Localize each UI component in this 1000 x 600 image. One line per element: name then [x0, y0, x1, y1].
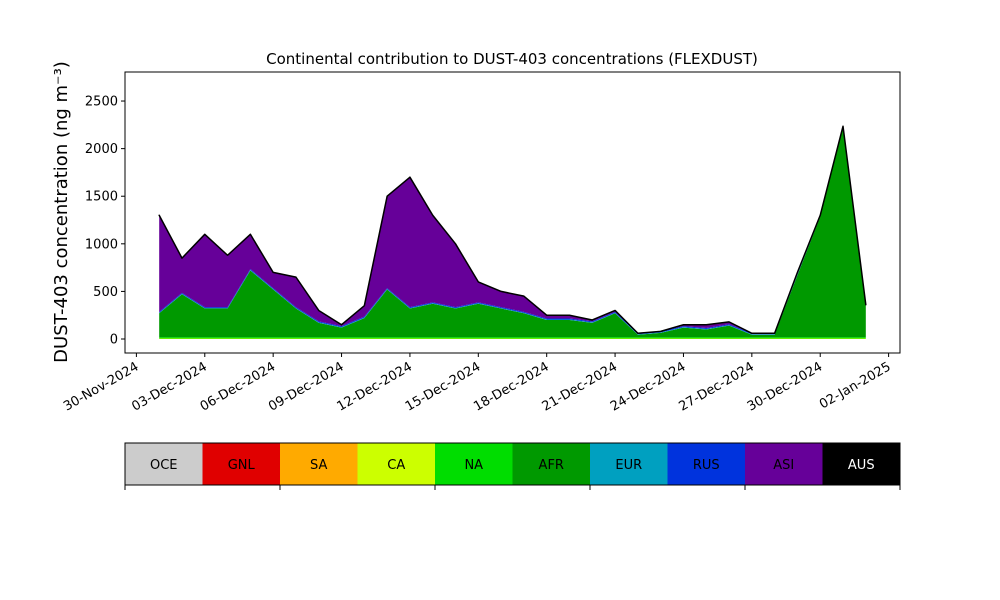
x-tick-label: 18-Dec-2024: [471, 359, 551, 414]
x-tick-label: 27-Dec-2024: [676, 359, 756, 414]
x-tick-label: 06-Dec-2024: [198, 359, 278, 414]
legend-label: NA: [464, 458, 483, 473]
y-tick-label: 0: [110, 333, 118, 348]
legend-label: ASI: [773, 458, 794, 473]
legend-label: EUR: [615, 458, 642, 473]
legend-label: RUS: [693, 458, 720, 473]
legend-label: AUS: [848, 458, 875, 473]
x-tick-label: 24-Dec-2024: [608, 359, 688, 414]
legend-label: GNL: [228, 458, 256, 473]
y-tick-label: 2000: [85, 142, 118, 157]
legend-swatch: [125, 443, 203, 485]
x-tick-label: 15-Dec-2024: [403, 359, 483, 414]
x-tick-label: 02-Jan-2025: [817, 359, 894, 412]
chart-title: Continental contribution to DUST-403 con…: [266, 50, 758, 68]
x-tick-label: 12-Dec-2024: [335, 359, 415, 414]
x-tick-label: 09-Dec-2024: [266, 359, 346, 414]
legend-label: CA: [387, 458, 405, 473]
legend-label: OCE: [150, 458, 178, 473]
x-tick-label: 30-Nov-2024: [61, 359, 141, 414]
legend-swatch: [512, 443, 590, 485]
y-axis-label: DUST-403 concentration (ng m⁻³): [51, 61, 72, 363]
y-tick-label: 2500: [85, 95, 118, 110]
y-tick-label: 1500: [85, 190, 118, 205]
area: [159, 127, 866, 338]
legend-swatch: [280, 443, 358, 485]
legend-swatch: [357, 443, 435, 485]
legend-label: SA: [310, 458, 327, 473]
legend-frame: [124, 442, 901, 486]
legend-swatch: [202, 443, 280, 485]
x-tick-label: 21-Dec-2024: [540, 359, 620, 414]
y-tick-label: 1000: [85, 237, 118, 252]
legend-swatch: [590, 443, 668, 485]
area: [158, 125, 867, 335]
plot-frame: [124, 71, 901, 354]
area: [159, 337, 866, 339]
legend-swatch: [435, 443, 513, 485]
legend-swatch: [667, 443, 745, 485]
x-tick-label: 03-Dec-2024: [129, 359, 209, 414]
x-tick-label: 30-Dec-2024: [745, 359, 825, 414]
y-tick-label: 500: [93, 285, 118, 300]
legend-label: AFR: [539, 458, 564, 473]
legend-swatch: [822, 443, 900, 485]
legend-swatch: [745, 443, 823, 485]
